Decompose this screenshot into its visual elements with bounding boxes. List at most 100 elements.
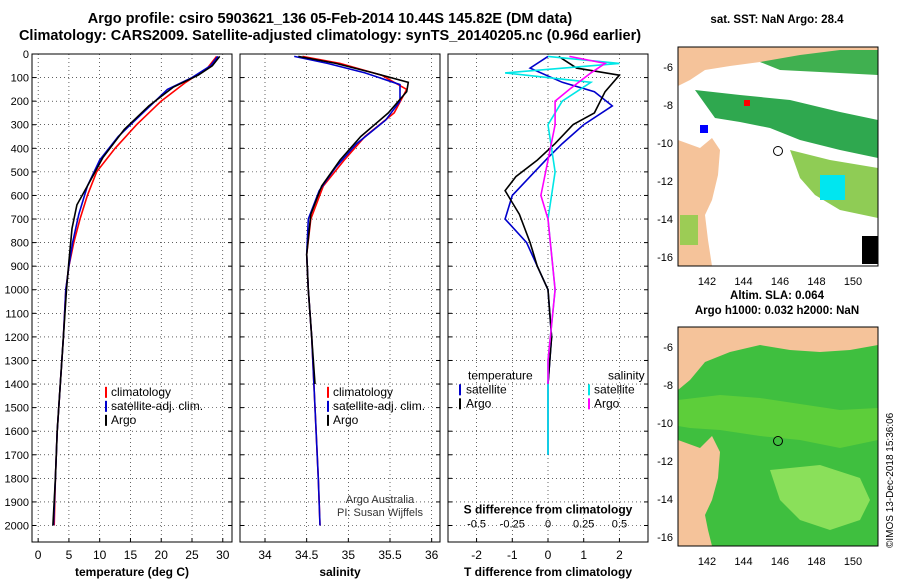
- diff-top-tick-label: -0.25: [500, 519, 525, 531]
- differences-xtick-label: 0: [545, 548, 552, 562]
- sst-map-xtick-label: 146: [771, 276, 789, 288]
- temperature-xtick-label: 5: [66, 548, 73, 562]
- temperature-xlabel: temperature (deg C): [75, 565, 189, 579]
- sla-land-cape-york: [678, 436, 720, 546]
- sla-map-xtick-label: 150: [844, 556, 862, 568]
- differences-series-t-argo: [504, 55, 621, 385]
- salinity-xtick-label: 35.5: [378, 548, 402, 562]
- sla-map: [677, 326, 879, 547]
- differences-series-s-argo: [540, 55, 608, 384]
- temperature-axes-box: [31, 53, 233, 543]
- sst-map-axes: -6 -8 -10 -12 -14 -16 142 144 146 148 150: [657, 62, 862, 288]
- sst-map-title: sat. SST: NaN Argo: 28.4: [710, 14, 844, 26]
- sla-land-north: [678, 327, 878, 390]
- differences-xtick-label: -1: [507, 548, 518, 562]
- sla-map-ytick-label: -10: [657, 418, 673, 430]
- depth-tick-label: 800: [11, 238, 29, 250]
- sla-map-xtick-label: 144: [734, 556, 752, 568]
- temperature-xtick-label: 30: [216, 548, 230, 562]
- salinity-series-argo: [298, 55, 410, 385]
- salinity-series-climatology: [302, 55, 408, 526]
- sst-map-xtick-label: 148: [807, 276, 825, 288]
- sla-map-ytick-label: -6: [663, 342, 673, 354]
- sst-green-north: [760, 50, 878, 75]
- salinity-annotation: PI: Susan Wijffels: [337, 507, 423, 519]
- depth-tick-label: 1200: [5, 332, 29, 344]
- differences-xtick-label: 1: [580, 548, 587, 562]
- diff-top-tick-label: 0: [545, 519, 551, 531]
- sla-map-title-line1: Altim. SLA: 0.064: [730, 290, 824, 302]
- salinity-legend-label: climatology: [333, 385, 393, 399]
- salinity-xtick-label: 35: [342, 548, 356, 562]
- sla-map-xtick-label: 142: [698, 556, 716, 568]
- salinity-series-satellite-adj-clim-: [294, 55, 401, 526]
- sst-argo-position: [773, 146, 783, 156]
- salinity-xlabel: salinity: [319, 565, 361, 579]
- sla-map-xtick-label: 148: [807, 556, 825, 568]
- salinity-xtick-label: 34.5: [295, 548, 319, 562]
- depth-tick-label: 600: [11, 190, 29, 202]
- sla-map-xtick-label: 146: [771, 556, 789, 568]
- temperature-xtick-label: 15: [124, 548, 138, 562]
- depth-tick-label: 400: [11, 143, 29, 155]
- temperature-series-argo: [52, 55, 221, 526]
- salinity-legend-label: Argo: [333, 413, 359, 427]
- diff-top-tick-label: -0.5: [467, 519, 486, 531]
- temperature-xtick-label: 10: [93, 548, 107, 562]
- sst-map-xtick-label: 144: [734, 276, 752, 288]
- depth-tick-label: 1100: [5, 308, 29, 320]
- sst-map: [677, 46, 879, 267]
- sla-map-title-line2: Argo h1000: 0.032 h2000: NaN: [694, 305, 860, 317]
- diff-top-tick-label: 0.5: [612, 519, 627, 531]
- imos-credit: ©IMOS 13-Dec-2018 15:36:06: [885, 412, 896, 548]
- sla-map-ytick-label: -8: [663, 380, 673, 392]
- diff-top-tick-label: 0.25: [573, 519, 594, 531]
- sla-map-ytick-label: -12: [657, 456, 673, 468]
- differences-xtick-label: -2: [471, 548, 482, 562]
- sst-map-ytick-label: -8: [663, 100, 673, 112]
- depth-tick-label: 1800: [5, 473, 29, 485]
- depth-tick-label: 200: [11, 96, 29, 108]
- sla-shelf: [678, 395, 878, 448]
- depth-tick-label: 300: [11, 120, 29, 132]
- sst-map-xtick-label: 150: [844, 276, 862, 288]
- sst-map-ytick-label: -14: [657, 214, 673, 226]
- diff-legend-title-temperature: temperature: [468, 368, 533, 382]
- diff-legend-label-right: satellite: [594, 382, 635, 396]
- panel-temperature: 0 5 10 15 20 25 300100200300400500600700800900…: [5, 49, 233, 579]
- depth-tick-label: 1600: [5, 426, 29, 438]
- depth-tick-label: 1900: [5, 497, 29, 509]
- figure-title-line2: Climatology: CARS2009. Satellite-adjuste…: [18, 28, 642, 44]
- differences-xtick-label: 2: [616, 548, 623, 562]
- sla-argo-position: [773, 436, 783, 446]
- sst-map-ytick-label: -16: [657, 252, 673, 264]
- diff-legend-title-salinity: salinity: [608, 368, 645, 382]
- sst-map-ytick-label: -10: [657, 138, 673, 150]
- diff-legend-label-right: Argo: [594, 396, 620, 410]
- temperature-xtick-label: 20: [155, 548, 169, 562]
- depth-tick-label: 1300: [5, 355, 29, 367]
- salinity-axes-box: [239, 53, 441, 543]
- sst-map-ytick-label: -6: [663, 62, 673, 74]
- panel-differences: -2 -1 0 1 2 T difference from climatology S di…: [447, 53, 649, 579]
- depth-tick-label: 1500: [5, 403, 29, 415]
- depth-tick-label: 900: [11, 261, 29, 273]
- depth-tick-label: 100: [11, 73, 29, 85]
- sst-map-ytick-label: -12: [657, 176, 673, 188]
- sla-map-ytick-label: -16: [657, 532, 673, 544]
- differences-xlabel: T difference from climatology: [464, 565, 632, 579]
- sla-map-ytick-label: -14: [657, 494, 673, 506]
- temperature-legend-label: Argo: [111, 413, 137, 427]
- depth-tick-label: 2000: [5, 520, 29, 532]
- sla-map-axes: -6 -8 -10 -12 -14 -16 142 144 146 148 150: [657, 342, 862, 568]
- depth-tick-label: 700: [11, 214, 29, 226]
- sla-high-patch: [770, 465, 870, 530]
- diff-legend-label-left: Argo: [466, 396, 492, 410]
- figure-title-line1: Argo profile: csiro 5903621_136 05-Feb-2…: [87, 11, 573, 27]
- salinity-xtick-label: 34: [258, 548, 272, 562]
- depth-tick-label: 0: [23, 49, 29, 61]
- salinity-legend-label: satellite-adj. clim.: [333, 399, 425, 413]
- temperature-legend-label: climatology: [111, 385, 171, 399]
- depth-tick-label: 500: [11, 167, 29, 179]
